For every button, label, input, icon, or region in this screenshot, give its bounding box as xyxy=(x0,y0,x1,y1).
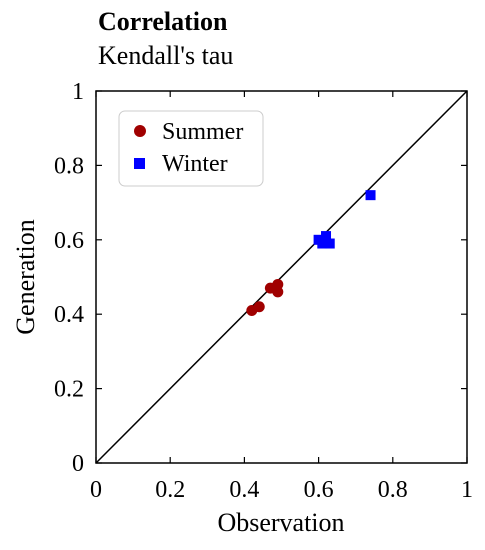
y-tick-label: 0.6 xyxy=(54,228,84,254)
y-tick-label: 1 xyxy=(72,79,84,105)
data-points xyxy=(246,190,376,316)
x-tick-labels: 0 0.2 0.4 0.6 0.8 1 xyxy=(90,477,473,503)
data-point-winter xyxy=(321,231,332,242)
legend-label-winter: Winter xyxy=(162,151,228,177)
y-axis-label: Generation xyxy=(11,219,40,335)
legend-box xyxy=(118,110,264,187)
x-tick-label: 0.2 xyxy=(155,477,185,503)
data-point-summer xyxy=(253,301,265,313)
diagonal-reference-line xyxy=(95,90,468,464)
legend-marker-winter xyxy=(134,158,145,169)
axis-ticks xyxy=(95,90,468,464)
y-tick-label: 0.8 xyxy=(54,153,84,179)
plot-frame xyxy=(95,90,468,464)
data-point-winter xyxy=(324,238,335,249)
chart-subtitle: Kendall's tau xyxy=(98,41,233,70)
x-tick-label: 0.6 xyxy=(304,477,334,503)
x-tick-label: 0 xyxy=(90,477,102,503)
x-tick-label: 0.8 xyxy=(378,477,408,503)
x-axis-label: Observation xyxy=(217,508,344,537)
data-point-summer xyxy=(272,286,284,298)
x-tick-label: 0.4 xyxy=(229,477,259,503)
y-tick-label: 0 xyxy=(72,451,84,477)
x-tick-label: 1 xyxy=(461,477,473,503)
legend: Summer Winter xyxy=(118,110,264,187)
y-tick-label: 0.2 xyxy=(54,377,84,403)
legend-label-summer: Summer xyxy=(162,119,243,145)
y-tick-labels: 0 0.2 0.4 0.6 0.8 1 xyxy=(54,79,84,477)
data-point-winter xyxy=(317,238,328,249)
chart-title: Correlation xyxy=(98,7,228,36)
data-point-winter xyxy=(365,190,376,201)
legend-marker-summer xyxy=(134,125,146,137)
y-tick-label: 0.4 xyxy=(54,302,84,328)
